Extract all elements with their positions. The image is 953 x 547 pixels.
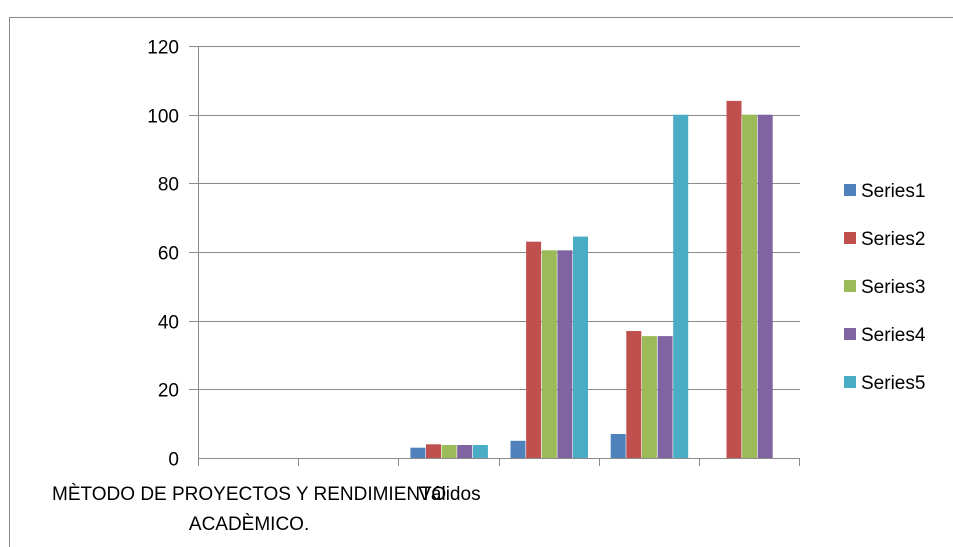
legend-label: Series4 — [861, 325, 926, 346]
y-tick-label: 80 — [158, 175, 179, 196]
legend-swatch — [844, 232, 856, 244]
bar — [626, 331, 642, 458]
legend-swatch — [844, 328, 856, 340]
bar — [457, 445, 473, 458]
bars — [410, 100, 773, 459]
tick-labels: 0 20 40 60 80 100 120 MÈTODO DE PROYECTOS Y REN… — [52, 38, 481, 536]
legend: Series1 Series2 Series3 Series4 Series5 — [844, 181, 926, 394]
legend-label: Series3 — [861, 277, 925, 298]
axes — [198, 46, 800, 466]
bar — [510, 440, 526, 458]
y-tick-label: 100 — [147, 107, 179, 128]
legend-swatch — [844, 280, 856, 292]
y-tick-label: 0 — [168, 450, 179, 471]
y-tick-label: 20 — [158, 381, 179, 402]
bar — [641, 336, 657, 458]
bar — [426, 444, 441, 458]
legend-label: Series5 — [861, 373, 925, 394]
bar — [557, 250, 573, 458]
bar — [441, 445, 457, 458]
bar — [541, 250, 557, 458]
bar — [573, 236, 588, 458]
bar — [610, 434, 626, 458]
legend-swatch — [844, 184, 856, 196]
bar — [410, 447, 426, 458]
bar — [657, 336, 673, 458]
category-label: ACADÈMICO. — [189, 514, 309, 535]
bar — [526, 241, 542, 458]
bar — [726, 100, 742, 459]
y-tick-label: 120 — [147, 38, 179, 59]
bar — [742, 114, 758, 458]
category-label: Válidos — [418, 484, 480, 505]
legend-swatch — [844, 376, 856, 388]
bar — [673, 114, 689, 458]
y-tick-label: 40 — [158, 313, 179, 334]
legend-label: Series2 — [861, 229, 925, 250]
bar — [757, 114, 773, 458]
bar — [472, 445, 488, 458]
y-tick-label: 60 — [158, 244, 179, 265]
gridlines — [189, 46, 800, 390]
legend-label: Series1 — [861, 181, 925, 202]
category-label: MÈTODO DE PROYECTOS Y RENDIMIENTO — [52, 484, 446, 505]
